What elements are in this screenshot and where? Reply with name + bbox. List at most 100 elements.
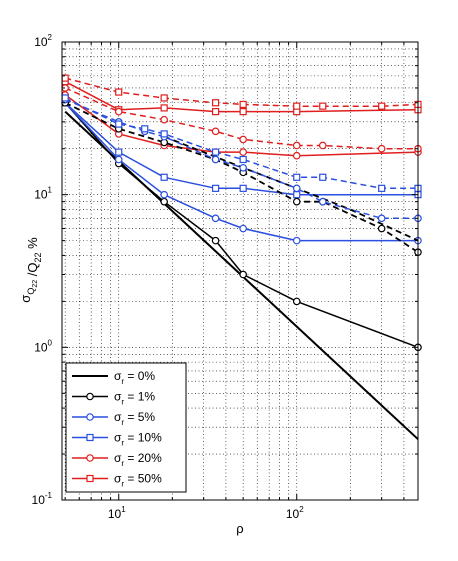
legend-label: σr = 1% (114, 390, 155, 407)
data-point-d3 (141, 125, 149, 133)
legend-entry: σr = 5% (72, 410, 155, 427)
legend-box (65, 362, 187, 493)
data-point-d2 (377, 214, 386, 223)
data-point-s2 (239, 224, 247, 233)
legend-swatch-marker (86, 474, 94, 483)
x-tick-label-exp: 1 (121, 505, 126, 514)
y-tick-label: 100 (34, 338, 52, 354)
legend-label-text: = 50% (124, 472, 162, 486)
legend-label-symbol: σ (114, 390, 122, 404)
legend-label-sub: r (121, 480, 124, 489)
data-point-s5 (160, 104, 168, 112)
y-tick-label: 101 (34, 186, 52, 202)
y-tick-label-base: 10 (34, 340, 48, 354)
y-tick-label: 102 (34, 33, 52, 49)
data-point-s3 (293, 191, 301, 199)
data-point-s3 (115, 148, 123, 156)
y-tick-label-base: 10 (34, 188, 48, 202)
data-point-s1 (211, 236, 220, 245)
legend-entry: σr = 10% (72, 431, 162, 448)
data-point-d4 (239, 135, 247, 144)
data-point-d5 (378, 102, 386, 110)
data-point-s3 (211, 184, 220, 192)
legend-label: σr = 5% (114, 410, 155, 427)
legend-label: σr = 10% (114, 431, 162, 448)
data-point-d1 (292, 197, 301, 206)
data-point-d2 (292, 184, 301, 193)
series-d4 (61, 84, 422, 153)
y-tick-label-base: 10 (32, 493, 46, 507)
legend-swatch-marker (86, 454, 94, 462)
data-point-d4 (160, 115, 168, 124)
legend-label-sub: r (121, 377, 124, 386)
data-point-s4 (292, 151, 301, 160)
legend-entry: σr = 1% (72, 390, 155, 407)
data-point-s5 (211, 108, 220, 116)
legend-label-symbol: σ (114, 431, 122, 445)
y-axis-label-part: σ (18, 295, 33, 303)
legend-swatch-marker (86, 413, 94, 421)
y-axis-label-part: % (25, 237, 40, 253)
y-tick-label-exp: 2 (48, 33, 53, 42)
y-tick-label: 10-1 (32, 491, 53, 507)
data-point-d4 (377, 144, 386, 153)
y-axis-label-part: /Q (25, 263, 40, 280)
legend: σr = 0%σr = 1%σr = 5%σr = 10%σr = 20%σr … (65, 362, 187, 493)
y-tick-label-base: 10 (34, 35, 48, 49)
legend-label-sub: r (121, 418, 124, 427)
x-tick-label-base: 10 (108, 507, 122, 521)
data-point-d3 (293, 173, 301, 181)
legend-label-symbol: σ (114, 472, 122, 486)
legend-label-sub: r (121, 398, 124, 407)
data-point-d5 (160, 94, 168, 102)
data-point-d3 (239, 155, 247, 164)
series-s2 (61, 98, 422, 245)
legend-label-symbol: σ (114, 369, 122, 383)
data-point-d1 (377, 224, 386, 233)
series-line-d3 (64, 97, 418, 190)
data-point-s1 (239, 270, 247, 279)
data-point-s3 (160, 173, 168, 181)
data-point-d5 (319, 102, 327, 110)
legend-entry: σr = 0% (72, 369, 155, 386)
x-axis-label: ρ (236, 521, 243, 536)
y-tick-label-exp: -1 (45, 491, 53, 500)
legend-label: σr = 50% (114, 472, 162, 489)
data-point-d4 (318, 141, 327, 150)
y-tick-label-exp: 0 (48, 338, 53, 347)
legend-entry: σr = 50% (72, 472, 162, 489)
legend-entry: σr = 20% (72, 451, 162, 468)
x-tick-label-exp: 2 (299, 505, 304, 514)
data-point-s2 (292, 236, 301, 245)
data-point-d3 (211, 148, 220, 156)
data-point-d3 (61, 94, 69, 102)
data-point-d3 (319, 173, 327, 181)
data-point-s2 (160, 190, 168, 199)
legend-label-text: = 1% (124, 390, 155, 404)
data-point-s2 (211, 214, 220, 223)
data-point-d4 (292, 141, 301, 150)
legend-label-text: = 10% (124, 431, 162, 445)
data-point-d5 (115, 88, 123, 96)
data-point-s3 (239, 184, 247, 192)
data-point-s1 (160, 197, 168, 206)
y-axis-label-part: Q (26, 288, 36, 295)
data-point-s5 (239, 108, 247, 116)
data-point-d3 (160, 130, 168, 138)
y-axis-label: σQ22 /Q22 %σ_Q22 / Q_22, % (18, 237, 43, 303)
y-axis-label-text: σQ22 /Q22 %σ_Q22 / Q_22, % (18, 237, 43, 303)
legend-label-text: = 20% (124, 451, 162, 465)
plot-frame (61, 41, 419, 501)
legend-label-symbol: σ (114, 451, 122, 465)
x-tick-label: 102 (286, 505, 304, 521)
legend-label: σr = 0% (114, 369, 155, 386)
data-point-s1 (292, 297, 301, 306)
data-point-d2 (318, 197, 327, 206)
data-point-d5 (211, 99, 220, 107)
y-tick-label-exp: 1 (48, 186, 53, 195)
y-axis-label-part: 22 (32, 280, 39, 288)
series-line-d4 (64, 87, 418, 150)
data-point-d4 (114, 107, 123, 116)
